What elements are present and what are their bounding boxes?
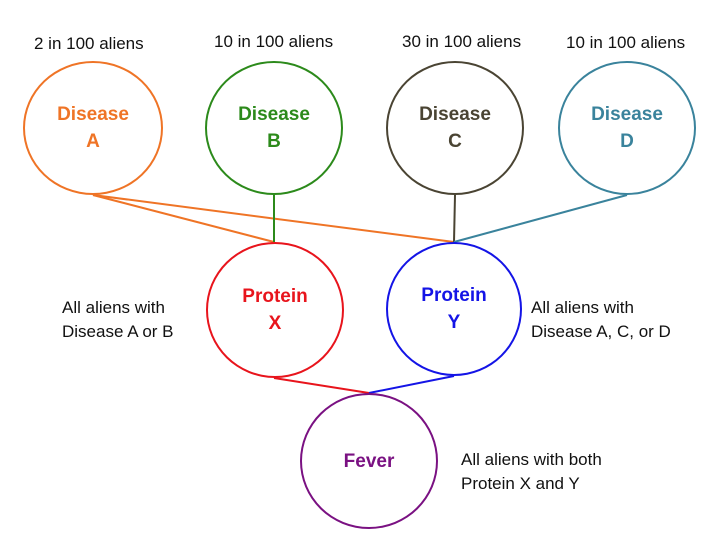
protein-y-node: Protein Y	[386, 242, 522, 376]
disease-d-frequency: 10 in 100 aliens	[566, 33, 686, 52]
disease-a-node: Disease A	[23, 61, 163, 195]
disease-b-frequency: 10 in 100 aliens	[214, 32, 334, 51]
connector-disease-c-to-protein-y	[453, 194, 456, 243]
disease-a-letter: A	[86, 131, 100, 152]
disease-c-frequency: 30 in 100 aliens	[402, 32, 522, 51]
disease-b-letter: B	[267, 131, 281, 152]
disease-a-label: Disease	[57, 104, 129, 125]
disease-b-label: Disease	[238, 104, 310, 125]
disease-d-letter: D	[620, 131, 634, 152]
protein-y-note: All aliens with Disease A, C, or D	[531, 296, 671, 344]
connector-protein-y-to-fever	[368, 375, 455, 394]
disease-c-label: Disease	[419, 104, 491, 125]
protein-y-note-line2: Disease A, C, or D	[531, 322, 671, 341]
connector-disease-d-to-protein-y	[453, 194, 628, 243]
fever-note: All aliens with both Protein X and Y	[461, 448, 602, 496]
disease-c-letter: C	[448, 131, 462, 152]
fever-note-line1: All aliens with both	[461, 450, 602, 469]
protein-y-note-line1: All aliens with	[531, 298, 634, 317]
protein-x-note-line2: Disease A or B	[62, 322, 174, 341]
disease-d-label: Disease	[591, 104, 663, 125]
disease-d-node: Disease D	[558, 61, 696, 195]
fever-node: Fever	[300, 393, 438, 529]
connector-protein-x-to-fever	[273, 377, 370, 394]
fever-note-line2: Protein X and Y	[461, 474, 580, 493]
disease-b-node: Disease B	[205, 61, 343, 195]
protein-x-letter: X	[268, 313, 282, 334]
protein-y-label: Protein	[421, 285, 487, 306]
fever-label: Fever	[343, 450, 395, 472]
disease-a-frequency: 2 in 100 aliens	[34, 34, 144, 53]
protein-y-letter: Y	[447, 312, 461, 333]
protein-x-node: Protein X	[206, 242, 344, 378]
disease-c-node: Disease C	[386, 61, 524, 195]
protein-x-note: All aliens with Disease A or B	[62, 296, 174, 344]
protein-x-note-line1: All aliens with	[62, 298, 165, 317]
connector-disease-a-to-protein-x	[92, 194, 275, 243]
protein-x-label: Protein	[242, 286, 308, 307]
